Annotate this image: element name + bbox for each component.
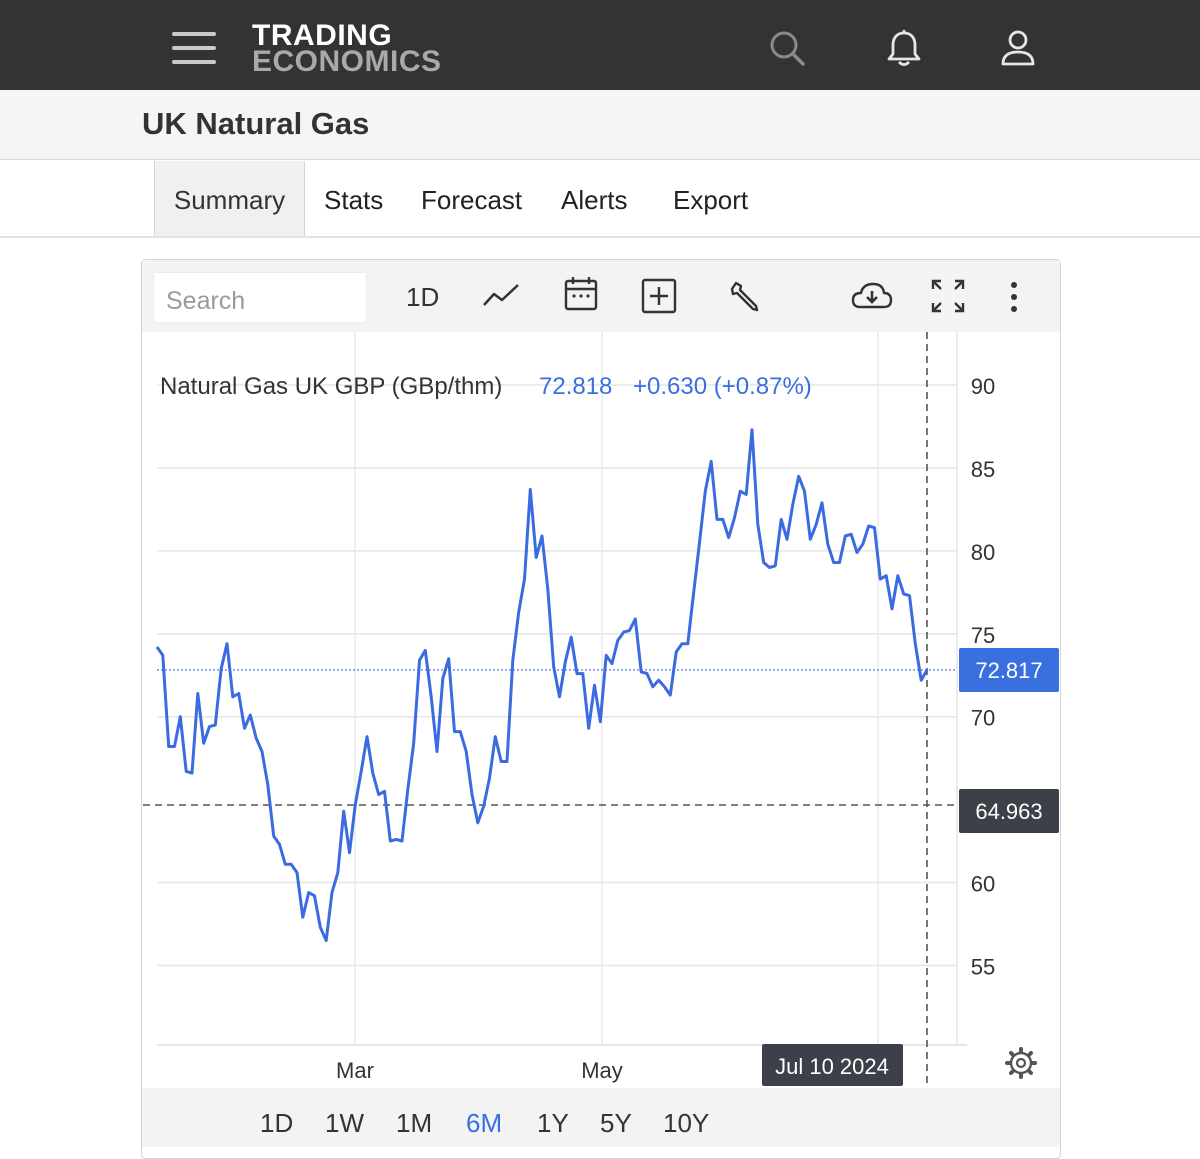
y-tick-label: 60: [971, 872, 995, 897]
x-tick-label: Mar: [336, 1058, 374, 1083]
legend-series-name: Natural Gas UK GBP (GBp/thm): [160, 373, 502, 400]
legend-value: 72.818: [539, 373, 612, 400]
range-6m-button[interactable]: 6M: [466, 1108, 502, 1139]
range-1w-button[interactable]: 1W: [325, 1108, 364, 1139]
crosshair-price-label: 64.963: [975, 799, 1042, 824]
legend-change: +0.630 (+0.87%): [633, 373, 812, 400]
y-tick-label: 75: [971, 623, 995, 648]
x-tick-label: May: [581, 1058, 623, 1083]
current-price-label: 72.817: [975, 658, 1042, 683]
y-tick-label: 70: [971, 706, 995, 731]
settings-gear-icon[interactable]: [1007, 1049, 1035, 1077]
crosshair-date-label: Jul 10 2024: [775, 1054, 889, 1079]
range-1y-button[interactable]: 1Y: [537, 1108, 569, 1139]
range-1d-button[interactable]: 1D: [260, 1108, 293, 1139]
price-series-line: [157, 430, 927, 941]
x-axis-ticks: Mar May: [336, 1058, 623, 1083]
price-points: [157, 430, 927, 941]
range-5y-button[interactable]: 5Y: [600, 1108, 632, 1139]
y-tick-label: 90: [971, 374, 995, 399]
y-tick-label: 55: [971, 954, 995, 979]
y-tick-label: 85: [971, 457, 995, 482]
range-10y-button[interactable]: 10Y: [663, 1108, 709, 1139]
y-tick-label: 80: [971, 540, 995, 565]
range-1m-button[interactable]: 1M: [396, 1108, 432, 1139]
